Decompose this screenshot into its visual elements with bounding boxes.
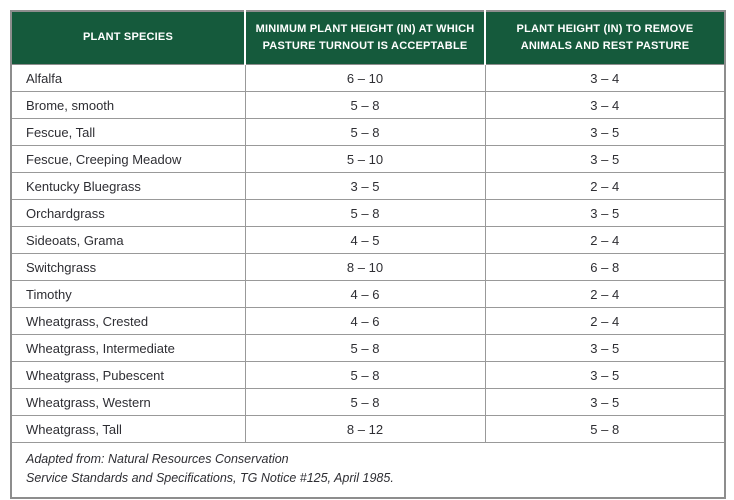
turnout-height-cell: 5 – 8	[244, 388, 486, 416]
table-row: Timothy 4 – 6 2 – 4	[10, 280, 726, 308]
turnout-height-cell: 4 – 6	[244, 280, 486, 308]
turnout-height-cell: 5 – 10	[244, 145, 486, 173]
plant-species-cell: Kentucky Bluegrass	[10, 172, 246, 200]
source-note: Adapted from: Natural Resources Conserva…	[11, 441, 725, 498]
remove-height-cell: 3 – 4	[484, 91, 726, 119]
plant-species-cell: Switchgrass	[10, 253, 246, 281]
table-row: Alfalfa 6 – 10 3 – 4	[10, 64, 726, 92]
source-note-line-1: Adapted from: Natural Resources Conserva…	[26, 452, 289, 466]
plant-species-cell: Alfalfa	[10, 64, 246, 92]
remove-height-cell: 6 – 8	[484, 253, 726, 281]
table-row: Switchgrass 8 – 10 6 – 8	[10, 253, 726, 281]
remove-height-cell: 3 – 5	[484, 361, 726, 389]
turnout-height-cell: 8 – 10	[244, 253, 486, 281]
plant-species-cell: Wheatgrass, Intermediate	[10, 334, 246, 362]
plant-species-cell: Fescue, Tall	[10, 118, 246, 146]
plant-species-cell: Orchardgrass	[10, 199, 246, 227]
remove-height-cell: 3 – 5	[484, 334, 726, 362]
column-header-plant-species: PLANT SPECIES	[11, 11, 245, 65]
pasture-height-table: PLANT SPECIES MINIMUM PLANT HEIGHT (IN) …	[10, 10, 726, 499]
remove-height-cell: 3 – 5	[484, 388, 726, 416]
table-row: Orchardgrass 5 – 8 3 – 5	[10, 199, 726, 227]
remove-height-cell: 2 – 4	[484, 172, 726, 200]
plant-species-cell: Wheatgrass, Tall	[10, 415, 246, 443]
remove-height-cell: 5 – 8	[484, 415, 726, 443]
plant-species-cell: Wheatgrass, Pubescent	[10, 361, 246, 389]
turnout-height-cell: 8 – 12	[244, 415, 486, 443]
plant-species-cell: Fescue, Creeping Meadow	[10, 145, 246, 173]
table-header-row: PLANT SPECIES MINIMUM PLANT HEIGHT (IN) …	[11, 11, 725, 65]
remove-height-cell: 3 – 4	[484, 64, 726, 92]
turnout-height-cell: 6 – 10	[244, 64, 486, 92]
plant-species-cell: Brome, smooth	[10, 91, 246, 119]
table-row: Wheatgrass, Western 5 – 8 3 – 5	[10, 388, 726, 416]
table-row: Sideoats, Grama 4 – 5 2 – 4	[10, 226, 726, 254]
turnout-height-cell: 4 – 5	[244, 226, 486, 254]
remove-height-cell: 3 – 5	[484, 145, 726, 173]
turnout-height-cell: 3 – 5	[244, 172, 486, 200]
turnout-height-cell: 5 – 8	[244, 361, 486, 389]
table-row: Wheatgrass, Pubescent 5 – 8 3 – 5	[10, 361, 726, 389]
turnout-height-cell: 5 – 8	[244, 118, 486, 146]
table-row: Fescue, Creeping Meadow 5 – 10 3 – 5	[10, 145, 726, 173]
turnout-height-cell: 5 – 8	[244, 91, 486, 119]
column-header-turnout-height: MINIMUM PLANT HEIGHT (IN) AT WHICH PASTU…	[244, 11, 485, 65]
remove-height-cell: 3 – 5	[484, 199, 726, 227]
table-row: Wheatgrass, Tall 8 – 12 5 – 8	[10, 415, 726, 443]
turnout-height-cell: 5 – 8	[244, 199, 486, 227]
remove-height-cell: 2 – 4	[484, 226, 726, 254]
remove-height-cell: 3 – 5	[484, 118, 726, 146]
column-header-remove-height: PLANT HEIGHT (IN) TO REMOVE ANIMALS AND …	[484, 11, 725, 65]
table-row: Kentucky Bluegrass 3 – 5 2 – 4	[10, 172, 726, 200]
turnout-height-cell: 5 – 8	[244, 334, 486, 362]
remove-height-cell: 2 – 4	[484, 307, 726, 335]
plant-species-cell: Wheatgrass, Western	[10, 388, 246, 416]
remove-height-cell: 2 – 4	[484, 280, 726, 308]
plant-species-cell: Sideoats, Grama	[10, 226, 246, 254]
table-row: Wheatgrass, Crested 4 – 6 2 – 4	[10, 307, 726, 335]
table-row: Brome, smooth 5 – 8 3 – 4	[10, 91, 726, 119]
table-row: Fescue, Tall 5 – 8 3 – 5	[10, 118, 726, 146]
turnout-height-cell: 4 – 6	[244, 307, 486, 335]
footnote-row: Adapted from: Natural Resources Conserva…	[11, 441, 725, 498]
plant-species-cell: Timothy	[10, 280, 246, 308]
table-row: Wheatgrass, Intermediate 5 – 8 3 – 5	[10, 334, 726, 362]
source-note-line-2: Service Standards and Specifications, TG…	[26, 471, 394, 486]
plant-species-cell: Wheatgrass, Crested	[10, 307, 246, 335]
